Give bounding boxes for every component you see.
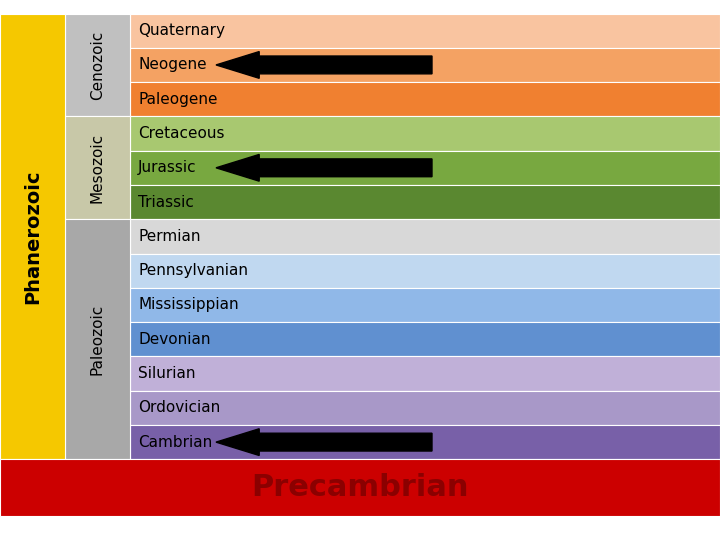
Text: Ordovician: Ordovician: [138, 400, 220, 415]
Bar: [130, 356, 720, 391]
Bar: [130, 254, 720, 288]
Bar: [65, 219, 130, 459]
Bar: [130, 82, 720, 117]
Bar: [130, 322, 720, 356]
Text: Cenozoic: Cenozoic: [90, 30, 104, 99]
FancyArrow shape: [216, 51, 432, 78]
FancyArrow shape: [216, 429, 432, 456]
Text: Mesozoic: Mesozoic: [90, 133, 104, 203]
Bar: [0, 459, 720, 516]
Bar: [130, 391, 720, 425]
Text: Quaternary: Quaternary: [138, 23, 225, 38]
Bar: [130, 48, 720, 82]
Text: Devonian: Devonian: [138, 332, 211, 347]
Text: Silurian: Silurian: [138, 366, 196, 381]
Bar: [130, 425, 720, 459]
Bar: [130, 151, 720, 185]
Bar: [130, 117, 720, 151]
Bar: [130, 288, 720, 322]
Text: Permian: Permian: [138, 229, 201, 244]
Text: Triassic: Triassic: [138, 194, 194, 210]
Bar: [65, 117, 130, 219]
Bar: [130, 14, 720, 48]
Text: Paleozoic: Paleozoic: [90, 303, 104, 375]
Bar: [0, 14, 65, 459]
Text: Mississippian: Mississippian: [138, 298, 239, 313]
Text: Phanerozoic: Phanerozoic: [23, 169, 42, 303]
Text: Cambrian: Cambrian: [138, 435, 212, 450]
Text: Neogene: Neogene: [138, 57, 207, 72]
Text: Precambrian: Precambrian: [251, 473, 469, 502]
Bar: [130, 185, 720, 219]
Text: Pennsylvanian: Pennsylvanian: [138, 263, 248, 278]
Bar: [130, 219, 720, 254]
Bar: [65, 14, 130, 117]
Text: Jurassic: Jurassic: [138, 160, 197, 176]
Text: Paleogene: Paleogene: [138, 92, 217, 107]
Text: Cretaceous: Cretaceous: [138, 126, 225, 141]
FancyArrow shape: [216, 154, 432, 181]
